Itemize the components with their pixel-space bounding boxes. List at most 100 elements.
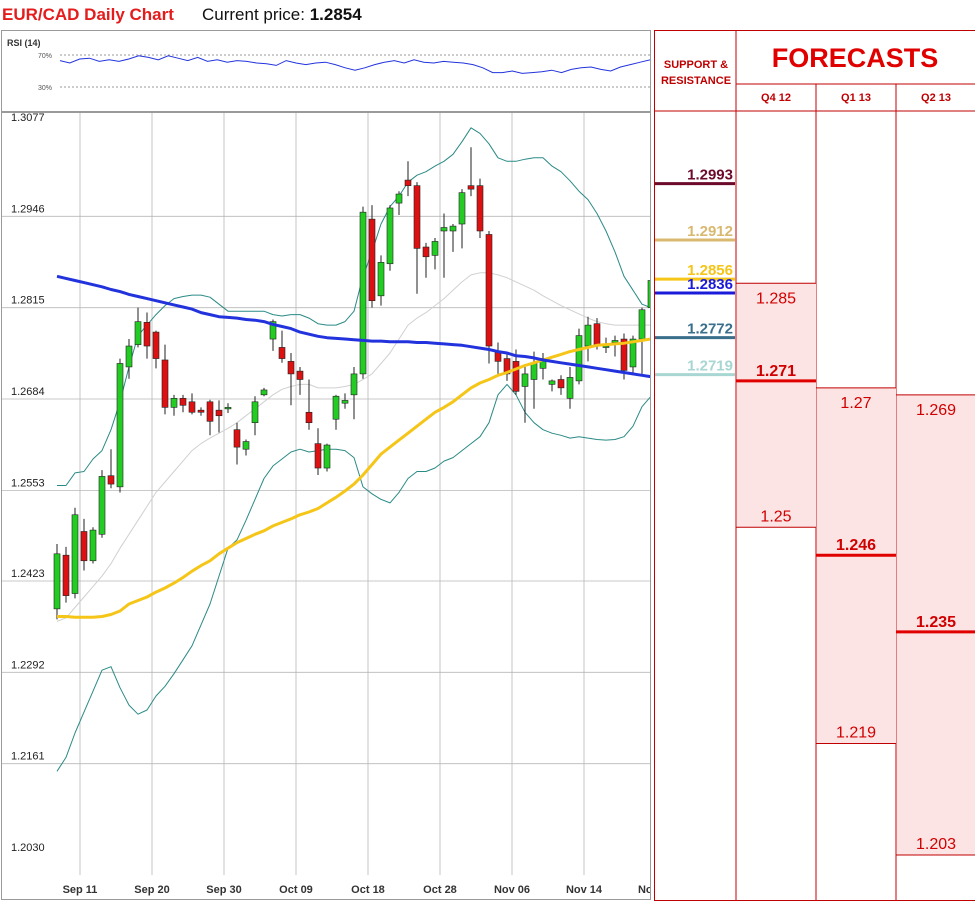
candle-bear [413, 185, 421, 249]
y-tick-label: 1.2030 [11, 842, 45, 854]
candle-bear [80, 531, 88, 562]
y-tick-label: 1.2553 [11, 477, 45, 489]
candle-bull [638, 309, 646, 340]
candle-bull [449, 225, 457, 232]
rsi-panel: RSI (14) 70% 30% [1, 30, 651, 112]
bollinger-upper-line [57, 127, 652, 486]
forecast-range-fill [817, 387, 896, 744]
y-tick-label: 1.3077 [11, 113, 45, 124]
candle-bull [584, 324, 592, 347]
candle-bear [512, 361, 520, 392]
candle-bull [611, 340, 619, 343]
y-tick-label: 1.2815 [11, 295, 45, 307]
forecast-high-value: 1.285 [756, 290, 796, 307]
candle-bear [404, 179, 412, 186]
candle-bull [530, 363, 538, 380]
candle-bull [341, 400, 349, 404]
candle-bull [629, 338, 637, 368]
candle-bear [296, 370, 304, 380]
forecast-mid-value: 1.271 [756, 363, 796, 380]
candle-bull [98, 476, 106, 535]
support-resistance-header-line-2: RESISTANCE [661, 75, 731, 87]
y-tick-label: 1.2423 [11, 568, 45, 580]
forecast-low-value: 1.219 [836, 724, 876, 741]
x-tick-label: Oct 09 [279, 884, 313, 896]
candle-bear [107, 475, 115, 485]
forecasts-title: FORECASTS [772, 43, 939, 73]
candle-bear [422, 246, 430, 258]
current-price-label: Current price: [202, 5, 305, 24]
candle-bull [575, 335, 583, 382]
rsi-30-label: 30% [38, 85, 52, 92]
candle-bull [521, 373, 529, 387]
candle-bull [359, 211, 367, 375]
x-tick-label: Sep 30 [206, 884, 241, 896]
candle-bull [395, 193, 403, 204]
y-tick-label: 1.2946 [11, 203, 45, 215]
candle-bear [197, 409, 205, 413]
moving-average-long-line [56, 274, 652, 379]
candle-bear [314, 443, 322, 469]
candle-bull [332, 395, 340, 420]
forecast-mid-value: 1.235 [916, 614, 956, 631]
candle-bear [593, 323, 601, 347]
candle-bear [62, 554, 70, 596]
candle-bull [170, 398, 178, 408]
candle-bull [386, 207, 394, 265]
candle-bull [323, 444, 331, 469]
forecast-table: FORECASTS SUPPORT & RESISTANCE Q4 12 Q1 … [654, 30, 975, 901]
candle-bear [467, 185, 475, 190]
candle-bear [188, 401, 196, 413]
x-tick-label: Oct 28 [423, 884, 457, 896]
candle-bear [476, 185, 484, 232]
candle-bear [206, 401, 214, 422]
column-header-q4-12: Q4 12 [761, 92, 791, 104]
candle-bear [215, 409, 223, 417]
sr-level-label: 1.2719 [687, 358, 733, 375]
candle-bear [161, 359, 169, 408]
x-tick-label: Sep 11 [63, 884, 98, 896]
support-resistance-header-line-1: SUPPORT & [664, 59, 728, 71]
candle-bear [368, 218, 376, 302]
sr-level-label: 1.2912 [687, 223, 733, 240]
forecast-low-value: 1.25 [760, 508, 791, 525]
y-tick-label: 1.2292 [11, 659, 45, 671]
candle-bear [557, 379, 565, 389]
candle-bull [134, 321, 142, 345]
x-tick-label: Nov 06 [494, 884, 530, 896]
sr-level-label: 1.2856 [687, 262, 733, 279]
candle-bear [152, 331, 160, 359]
candle-bull [350, 373, 358, 396]
candle-bear [287, 361, 295, 375]
bollinger-lower-line [56, 383, 652, 772]
candle-bull [251, 401, 259, 424]
forecast-high-value: 1.269 [916, 402, 956, 419]
candle-bull [377, 262, 385, 297]
x-tick-label: Nov 22 [638, 884, 650, 896]
candle-bull [260, 389, 268, 396]
candle-bull [431, 241, 439, 256]
forecast-range-fill [737, 283, 816, 528]
price-chart: 1.3077 1.2946 1.2815 1.2684 1.2553 1.2423 1.22… [1, 112, 674, 900]
x-tick-label: Oct 18 [351, 884, 385, 896]
current-price: Current price: 1.2854 [202, 5, 362, 25]
candle-bull [269, 321, 277, 340]
candle-bull [242, 441, 250, 450]
moving-average-short-line [57, 337, 652, 619]
sr-level-label: 1.2772 [687, 321, 733, 338]
candle-bear [485, 234, 493, 347]
candle-bull [224, 407, 232, 410]
current-price-value: 1.2854 [309, 5, 362, 24]
forecast-range-fill [897, 394, 975, 855]
column-header-q1-13: Q1 13 [841, 92, 871, 104]
column-header-q2-13: Q2 13 [921, 92, 951, 104]
candle-bear [179, 398, 187, 406]
candle-bull [440, 227, 448, 232]
candle-bull [458, 192, 466, 225]
candle-bear [305, 411, 313, 424]
forecast-low-value: 1.203 [916, 836, 956, 853]
chart-title: EUR/CAD Daily Chart [2, 5, 174, 24]
rsi-70-label: 70% [38, 53, 52, 60]
x-tick-label: Nov 14 [566, 884, 603, 896]
